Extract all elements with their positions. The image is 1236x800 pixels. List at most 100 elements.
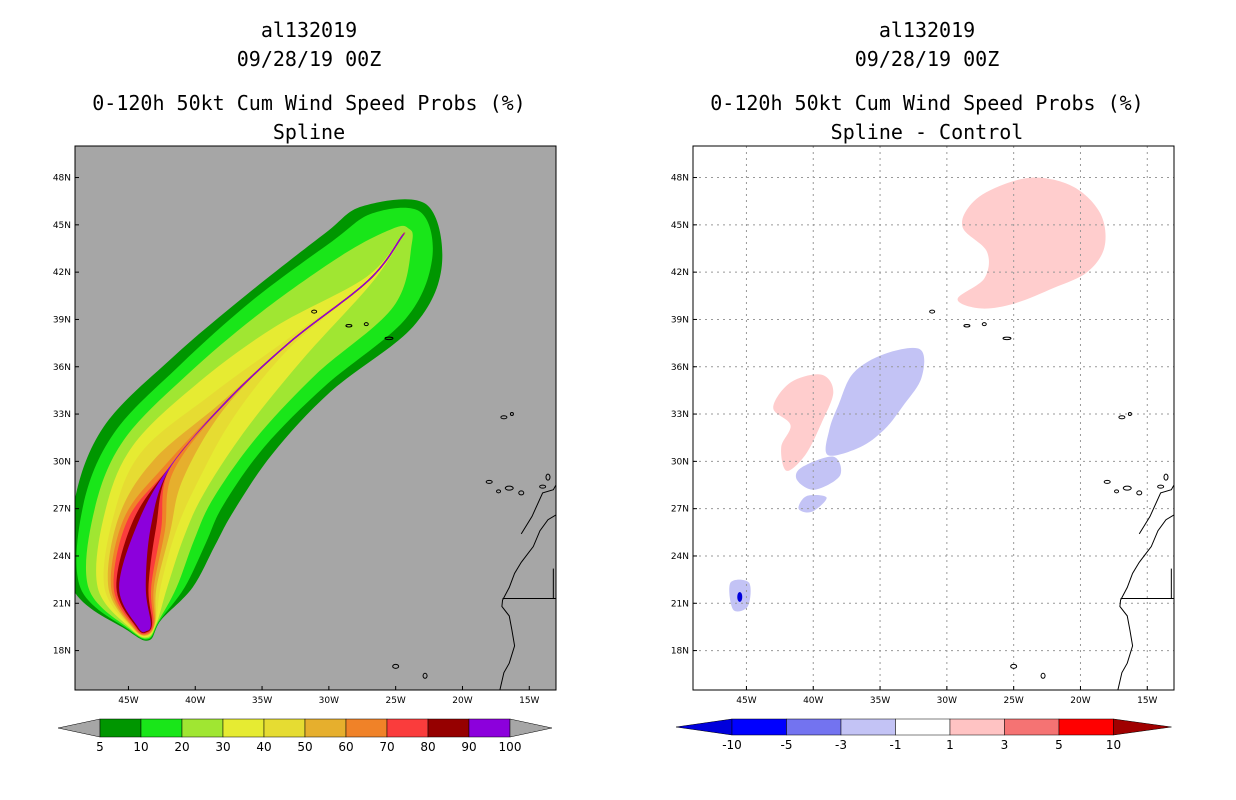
island <box>392 663 400 669</box>
colorbar-swatch <box>1058 718 1114 736</box>
colorbar-swatch <box>304 718 347 738</box>
prob-band-90 <box>119 232 406 633</box>
lat-tick-label: 45N <box>53 221 71 231</box>
lon-tick-label: 20W <box>1070 696 1090 706</box>
island <box>1127 412 1132 417</box>
lat-tick-label: 36N <box>53 363 71 373</box>
lat-tick-label: 39N <box>671 315 689 325</box>
island <box>311 309 318 314</box>
chart-subtitle: Spline <box>272 120 346 144</box>
lat-tick-label: 24N <box>53 552 71 562</box>
colorbar-swatch <box>140 718 183 738</box>
island <box>1136 490 1143 496</box>
chart-title: 0-120h 50kt Cum Wind Speed Probs (%) <box>710 91 1144 115</box>
colorbar-label: -1 <box>890 738 902 752</box>
island <box>422 672 428 679</box>
colorbar-swatch <box>263 718 306 738</box>
island <box>1002 336 1012 341</box>
difference-core <box>737 591 743 602</box>
colorbar-label: 20 <box>174 740 189 754</box>
lat-tick-label: 21N <box>53 599 71 609</box>
lat-tick-label: 39N <box>53 315 71 325</box>
colorbar-label: 5 <box>1055 738 1063 752</box>
island <box>539 484 547 489</box>
lat-tick-label: 33N <box>671 410 689 420</box>
wind-prob-map: 45W 40W 35W 30W 25W 20W 15W 18N 21N 24N 27N 30N 33N 3… <box>53 145 557 754</box>
chart-title: 0-120h 50kt Cum Wind Speed Probs (%) <box>92 91 526 115</box>
right-panel: al132019 09/28/19 00Z 0-120h 50kt Cum Wi… <box>618 0 1236 800</box>
left-panel: al132019 09/28/19 00Z 0-120h 50kt Cum Wi… <box>53 18 557 754</box>
lat-tick-label: 45N <box>671 221 689 231</box>
island <box>496 489 502 494</box>
colorbar-label: 1 <box>946 738 954 752</box>
colorbar-label: -5 <box>781 738 793 752</box>
difference-area <box>798 495 827 513</box>
island <box>384 336 394 341</box>
island <box>1118 415 1126 420</box>
colorbar-swatch <box>99 718 142 738</box>
lat-tick-label: 24N <box>671 552 689 562</box>
storm-id: al132019 <box>260 18 358 42</box>
lon-tick-label: 40W <box>185 696 205 706</box>
lon-tick-label: 45W <box>736 696 756 706</box>
coastline <box>1138 484 1174 535</box>
datetime: 09/28/19 00Z <box>854 47 1000 71</box>
lat-tick-label: 33N <box>53 410 71 420</box>
colorbar-label: -3 <box>835 738 847 752</box>
island <box>1157 484 1165 489</box>
coastline <box>1117 514 1174 690</box>
colorbar-swatch <box>345 718 388 738</box>
colorbar-swatch <box>895 718 951 736</box>
lat-tick-label: 27N <box>53 505 71 515</box>
difference-areas <box>729 177 1106 612</box>
chart-subtitle: Spline - Control <box>830 120 1024 144</box>
island <box>929 309 936 314</box>
island <box>1163 473 1169 481</box>
lon-tick-label: 15W <box>519 696 539 706</box>
lon-tick-label: 25W <box>1003 696 1023 706</box>
coastlines <box>929 309 1174 690</box>
difference-area <box>773 374 834 471</box>
island <box>345 324 353 328</box>
coastline <box>499 514 556 690</box>
island <box>518 490 525 496</box>
colorbar-label: 60 <box>338 740 353 754</box>
colorbar-label: 40 <box>256 740 271 754</box>
probability-bands <box>75 199 443 641</box>
lat-tick-label: 48N <box>671 174 689 184</box>
island <box>1122 485 1132 491</box>
island <box>545 473 551 481</box>
colorbar-high-arrow <box>1113 718 1172 736</box>
colorbar-label: 70 <box>379 740 394 754</box>
lat-tick-label: 42N <box>53 268 71 278</box>
lon-tick-label: 40W <box>803 696 823 706</box>
colorbar-swatch <box>181 718 224 738</box>
colorbar-high-arrow <box>509 718 553 738</box>
colorbar-label: 5 <box>96 740 104 754</box>
lat-tick-label: 30N <box>53 457 71 467</box>
colorbar-label: 90 <box>461 740 476 754</box>
lon-tick-label: 30W <box>319 696 339 706</box>
colorbar-swatch <box>1004 718 1060 736</box>
colorbar-label: 30 <box>215 740 230 754</box>
colorbar-label: 10 <box>133 740 148 754</box>
lat-tick-label: 30N <box>671 457 689 467</box>
colorbar-label: 100 <box>499 740 522 754</box>
island <box>1114 489 1120 494</box>
storm-id: al132019 <box>878 18 976 42</box>
plot-frame <box>692 145 1175 691</box>
coastline <box>520 484 556 535</box>
lon-tick-label: 45W <box>118 696 138 706</box>
difference-map: 45W 40W 35W 30W 25W 20W 15W 18N 21N 24N 27N 30N 33N 3… <box>671 145 1175 752</box>
lon-tick-label: 25W <box>385 696 405 706</box>
lon-tick-label: 30W <box>937 696 957 706</box>
island <box>1103 479 1111 484</box>
island <box>1040 672 1046 679</box>
island <box>981 322 987 327</box>
colorbar-swatch <box>840 718 896 736</box>
colorbar-swatch <box>386 718 429 738</box>
island <box>485 479 493 484</box>
colorbar-label: 10 <box>1106 738 1121 752</box>
colorbar-swatch <box>468 718 511 738</box>
colorbar-label: 3 <box>1001 738 1009 752</box>
